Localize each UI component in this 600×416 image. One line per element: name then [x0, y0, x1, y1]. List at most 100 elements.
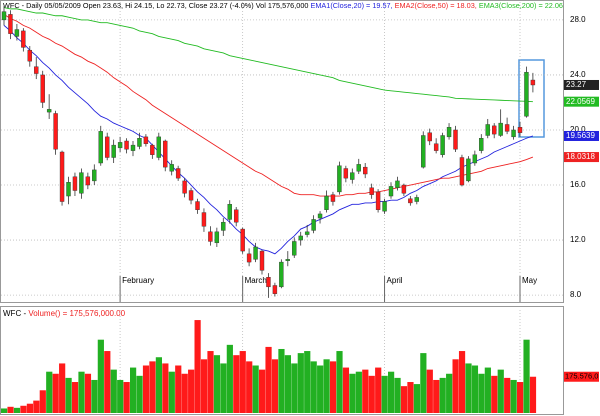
volume-bar [278, 348, 285, 413]
candle-body [124, 140, 129, 150]
candle-body [240, 228, 245, 252]
ema-line [3, 25, 534, 255]
candle-body [253, 246, 258, 260]
volume-bar [381, 375, 388, 413]
candle-body [517, 127, 523, 133]
candle-body [401, 184, 407, 194]
volume-bar [46, 371, 53, 413]
volume-bar [181, 373, 188, 413]
volume-bar [375, 367, 382, 413]
candle-body [195, 201, 200, 210]
y-tick-label: 20.0 [570, 125, 586, 134]
volume-bar [7, 406, 14, 413]
y-tick-label: 28.0 [570, 15, 586, 24]
candle-body [227, 204, 232, 220]
volume-bar [355, 371, 362, 413]
x-tick-label: April [387, 276, 403, 285]
volume-bar [465, 363, 472, 413]
legend-entry: EMA1(Close,20) = 19.57, [310, 1, 392, 10]
candle-body [66, 182, 71, 197]
candle-body [375, 191, 381, 210]
candle-body [27, 49, 32, 62]
volume-bar [504, 377, 511, 413]
candle-body [408, 198, 413, 204]
volume-bar [433, 379, 440, 413]
volume-title: WFC - Volume() = 175,576,000.00 [3, 309, 126, 318]
candle-body [201, 212, 207, 227]
candle-body [214, 231, 220, 244]
volume-bar [342, 367, 350, 413]
candle-body [53, 113, 58, 150]
candle-body [72, 176, 78, 191]
candle-body [382, 201, 387, 212]
candle-body [337, 165, 342, 193]
y-tick-label: 16.0 [570, 180, 586, 189]
volume-bar [33, 400, 40, 413]
volume-bar [458, 351, 466, 413]
volume-bar [336, 351, 343, 413]
volume-bar [136, 375, 143, 413]
candle-body [85, 176, 91, 186]
volume-bar [155, 357, 162, 413]
legend-entry: EMA3(Close,200) = 22.06 [479, 1, 563, 10]
y-tick-label: 12.0 [570, 235, 586, 244]
volume-bar [142, 365, 150, 413]
volume-bar [207, 351, 214, 413]
candle-body [414, 197, 419, 202]
candle-body [350, 172, 355, 180]
volume-bar [491, 375, 498, 413]
candle-body [285, 259, 290, 261]
volume-bar [452, 359, 459, 413]
candle-body [330, 194, 336, 202]
price-panel [0, 0, 564, 303]
volume-bar [478, 373, 485, 413]
candle-body [433, 143, 439, 151]
volume-bar [420, 353, 427, 413]
candle-body [104, 136, 110, 158]
x-tick-label: February [122, 276, 154, 285]
candle-body [511, 129, 516, 138]
candle-body [21, 30, 26, 48]
candle-body [111, 144, 116, 158]
volume-bar [65, 377, 72, 413]
x-tick-label: March [245, 276, 267, 285]
value-label: 18.0318 [566, 152, 595, 161]
volume-bar [388, 371, 395, 413]
value-box [564, 79, 599, 90]
volume-bar [162, 363, 169, 413]
candle-body [175, 168, 181, 179]
candle-body [311, 219, 316, 231]
volume-bar [439, 377, 446, 413]
volume-bar [110, 369, 117, 413]
volume-bar [394, 377, 401, 413]
volume-bar [239, 351, 246, 413]
candle-body [498, 122, 503, 136]
candle-body [34, 66, 39, 74]
candle-body [156, 136, 162, 158]
volume-bar [291, 363, 298, 413]
candle-body [221, 221, 226, 231]
volume-bar [130, 367, 137, 413]
value-label: 22.0569 [566, 97, 595, 106]
candle-body [317, 213, 323, 219]
volume-bar [39, 390, 46, 413]
volume-bar [84, 373, 92, 413]
candle-body [143, 136, 149, 144]
volume-bar [400, 386, 408, 413]
volume-bar [413, 384, 420, 413]
volume-bar [71, 382, 79, 413]
volume-bar [52, 373, 59, 413]
candle-body [324, 195, 329, 210]
candle-body [14, 29, 20, 37]
candle-body [169, 164, 174, 172]
candle-body [182, 180, 187, 194]
candle-body [298, 235, 303, 241]
volume-bar [349, 373, 356, 413]
candle-body [130, 144, 136, 151]
candle-body [453, 129, 458, 150]
volume-bar [284, 355, 291, 413]
volume-bar [233, 355, 240, 413]
legend-entry: EMA2(Close,50) = 18.03, [395, 1, 477, 10]
volume-bar [104, 351, 111, 413]
